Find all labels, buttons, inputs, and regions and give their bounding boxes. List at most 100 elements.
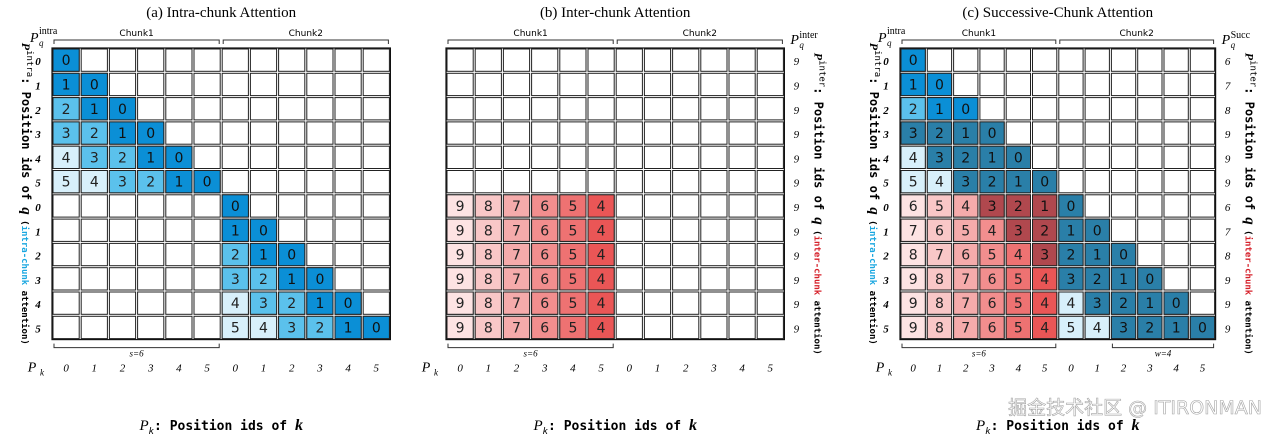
grid-cell — [80, 315, 108, 340]
attention-cell — [900, 145, 926, 169]
attention-cell — [1005, 194, 1032, 218]
cell-value: 8 — [484, 199, 493, 215]
grid-cell — [643, 242, 672, 267]
row-id: 1 — [883, 80, 889, 92]
cell-value: 8 — [909, 248, 918, 264]
cell-value: 3 — [259, 296, 268, 312]
grid-cell — [165, 48, 193, 72]
grid-cell — [1163, 194, 1189, 218]
grid-cell — [1137, 170, 1163, 194]
attention-cell — [1032, 267, 1058, 291]
grid-cell — [502, 170, 531, 194]
grid-cell — [672, 242, 700, 267]
grid-cell — [221, 145, 249, 169]
cell-value: 6 — [540, 296, 549, 312]
grid-cell — [334, 218, 362, 242]
right-row-id: 9 — [794, 129, 800, 141]
attention-cell — [249, 242, 278, 267]
attention-cell — [953, 291, 979, 315]
cell-value: 8 — [935, 272, 944, 288]
cell-value: 0 — [961, 102, 970, 118]
cell-value: 0 — [1198, 320, 1207, 336]
grid-cell — [1163, 145, 1189, 169]
row-header-sub: q — [887, 38, 892, 48]
grid-cell — [1084, 72, 1110, 97]
grid-cell — [306, 72, 334, 97]
cell-value: 3 — [118, 175, 127, 191]
grid-cell — [1110, 218, 1137, 242]
cell-value: 6 — [988, 272, 997, 288]
pk-sub: k — [888, 368, 893, 378]
grid-cell — [278, 97, 306, 121]
grid-cell — [1058, 145, 1084, 169]
cell-value: 2 — [1066, 248, 1075, 264]
right-header-sup: Succ — [1231, 30, 1251, 41]
grid-cell — [137, 242, 165, 267]
grid-cell — [615, 145, 643, 169]
grid-cell — [362, 218, 390, 242]
grid-cell — [643, 291, 672, 315]
x-axis-label: Pk: Position ids of k — [975, 417, 1139, 437]
cell-value: 1 — [174, 175, 183, 191]
grid-cell — [1163, 48, 1189, 72]
row-id: 2 — [34, 105, 41, 117]
grid-cell — [728, 48, 756, 72]
grid-cell — [1110, 121, 1137, 145]
attention-cell — [52, 145, 80, 169]
attention-cell — [1058, 315, 1084, 340]
attention-cell — [1137, 267, 1163, 291]
cell-value: 9 — [456, 320, 465, 336]
row-header-sup: intra — [887, 26, 906, 37]
chunk-label: Chunk1 — [513, 29, 547, 39]
span-label: w=4 — [1155, 349, 1172, 359]
grid-cell — [672, 315, 700, 340]
grid-cell — [193, 121, 221, 145]
grid-cell — [615, 72, 643, 97]
cell-value: 0 — [1119, 248, 1128, 264]
grid-cell — [1163, 121, 1189, 145]
grid-cell — [559, 48, 587, 72]
grid-cell — [502, 72, 531, 97]
cell-value: 4 — [597, 199, 606, 215]
row-id: 1 — [883, 226, 889, 238]
attention-cell — [165, 170, 193, 194]
cell-value: 7 — [935, 248, 944, 264]
col-id: 5 — [204, 363, 210, 375]
attention-cell — [80, 121, 108, 145]
cell-value: 2 — [988, 175, 997, 191]
cell-value: 7 — [512, 248, 521, 264]
grid-cell — [700, 145, 728, 169]
attention-cell — [108, 170, 137, 194]
cell-value: 1 — [90, 102, 99, 118]
span-label: s=6 — [130, 349, 145, 359]
grid-outline — [899, 47, 1217, 341]
grid-cell — [1005, 48, 1032, 72]
cell-value: 5 — [961, 223, 970, 239]
grid-cell — [728, 218, 756, 242]
cell-value: 7 — [512, 296, 521, 312]
cell-value: 0 — [231, 199, 240, 215]
cell-value: 6 — [935, 223, 944, 239]
grid-cell — [249, 194, 278, 218]
grid-cell — [756, 48, 784, 72]
grid-cell — [700, 97, 728, 121]
row-id: 2 — [882, 251, 889, 263]
grid-cell — [80, 194, 108, 218]
grid-cell — [193, 97, 221, 121]
grid-cell — [165, 267, 193, 291]
attention-cell — [249, 218, 278, 242]
attention-cell — [1110, 267, 1137, 291]
col-id: 4 — [176, 363, 182, 375]
cell-value: 1 — [988, 150, 997, 166]
attention-cell — [900, 194, 926, 218]
attention-cell — [474, 242, 502, 267]
grid-cell — [531, 170, 559, 194]
attention-cell — [1005, 242, 1032, 267]
attention-cell — [1110, 315, 1137, 340]
row-id: 1 — [35, 226, 41, 238]
cell-value: 5 — [988, 248, 997, 264]
grid-cell — [165, 291, 193, 315]
cell-value: 5 — [909, 175, 918, 191]
cell-value: 3 — [988, 199, 997, 215]
y-axis-label: Pintra: Position ids of q (intra-chunk a… — [866, 43, 882, 345]
